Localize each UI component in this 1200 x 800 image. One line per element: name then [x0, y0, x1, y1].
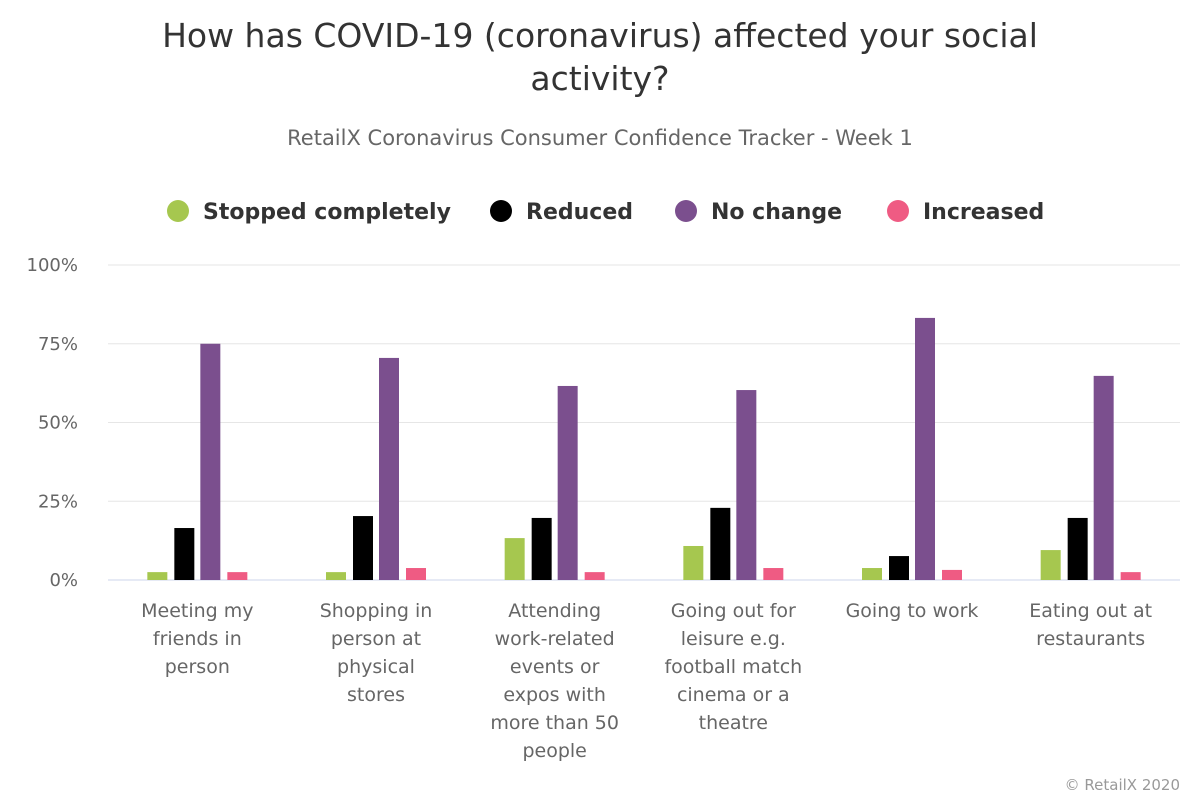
legend-item-reduced[interactable]: Reduced: [490, 200, 633, 225]
bars: [147, 317, 1141, 580]
bar-no-change[interactable]: [379, 357, 399, 580]
category-labels: Meeting my friends in person Shopping in per…: [141, 600, 1152, 762]
y-tick-label: 25%: [38, 491, 78, 512]
y-tick-label: 100%: [27, 255, 78, 276]
bar-increased[interactable]: [1120, 572, 1141, 580]
credit[interactable]: © RetailX 2020: [1065, 776, 1180, 794]
bar-no-change[interactable]: [736, 390, 757, 580]
x-category-label: Going out for leisure e.g. football match c…: [664, 600, 802, 734]
y-tick-label: 0%: [49, 570, 78, 591]
bar-no-change[interactable]: [200, 343, 221, 580]
y-tick-label: 75%: [38, 334, 78, 355]
bar-increased[interactable]: [227, 572, 248, 580]
x-category-label: Meeting my friends in person: [141, 600, 253, 678]
bar-reduced[interactable]: [889, 556, 909, 580]
x-category-label: Shopping in person at physical stores: [320, 600, 433, 706]
bar-reduced[interactable]: [710, 507, 731, 580]
bar-stopped-completely[interactable]: [504, 538, 525, 580]
legend-label: Stopped completely: [203, 200, 451, 225]
bar-no-change[interactable]: [915, 317, 935, 580]
bar-no-change[interactable]: [557, 385, 578, 580]
bar-stopped-completely[interactable]: [1040, 550, 1061, 580]
x-category-label: Eating out at restaurants: [1029, 600, 1152, 650]
legend-item-increased[interactable]: Increased: [887, 200, 1044, 225]
bar-stopped-completely[interactable]: [147, 572, 168, 580]
legend-marker: [490, 200, 512, 222]
bar-reduced[interactable]: [531, 517, 552, 580]
bar-increased[interactable]: [584, 572, 605, 580]
bar-increased[interactable]: [763, 568, 784, 580]
legend-item-no-change[interactable]: No change: [675, 200, 842, 225]
legend: Stopped completely Reduced No change Increa…: [167, 200, 1044, 225]
chart-title-line-1: How has COVID-19 (coronavirus) affected …: [162, 16, 1038, 55]
legend-marker: [887, 200, 909, 222]
chart-title-line-2: activity?: [530, 59, 669, 98]
bar-no-change[interactable]: [1093, 375, 1114, 580]
x-category-label: Going to work: [846, 600, 979, 622]
legend-marker: [675, 200, 697, 222]
legend-item-stopped-completely[interactable]: Stopped completely: [167, 200, 451, 225]
bar-reduced[interactable]: [174, 528, 195, 580]
legend-marker: [167, 200, 189, 222]
bar-stopped-completely[interactable]: [683, 545, 704, 580]
y-tick-label: 50%: [38, 413, 78, 434]
bar-increased[interactable]: [406, 568, 426, 580]
legend-label: Reduced: [526, 200, 633, 225]
grid: 0% 25% 50% 75% 100%: [27, 255, 1180, 591]
legend-label: No change: [711, 200, 842, 225]
bar-reduced[interactable]: [353, 516, 373, 580]
bar-stopped-completely[interactable]: [862, 568, 882, 580]
bar-reduced[interactable]: [1067, 517, 1088, 580]
chart-subtitle: RetailX Coronavirus Consumer Confidence …: [287, 126, 913, 150]
x-category-label: Attending work-related events or expos with…: [490, 600, 619, 762]
legend-label: Increased: [923, 200, 1044, 225]
bar-increased[interactable]: [942, 569, 962, 580]
bar-stopped-completely[interactable]: [326, 572, 346, 580]
